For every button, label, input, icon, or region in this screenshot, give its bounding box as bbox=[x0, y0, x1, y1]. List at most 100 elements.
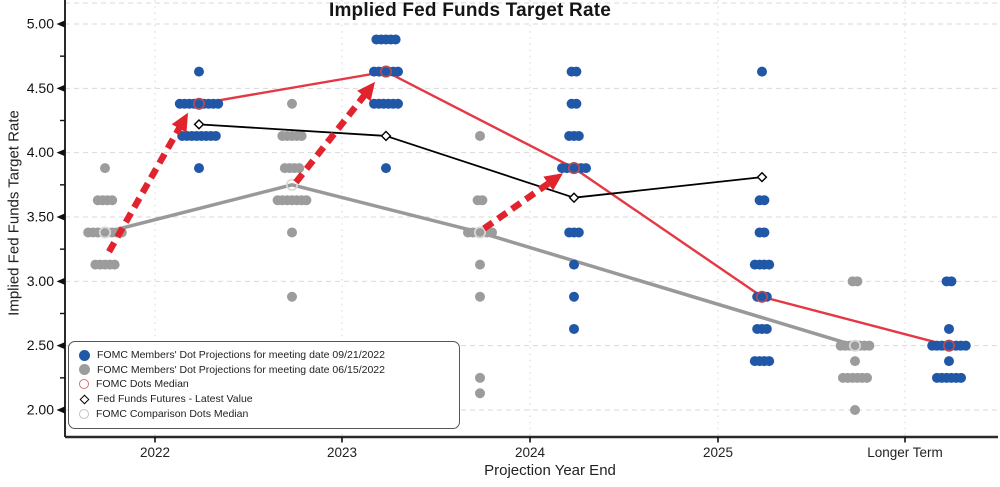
legend-label: FOMC Comparison Dots Median bbox=[96, 407, 249, 420]
trend-arrow-shaft bbox=[293, 91, 369, 185]
y-tick-label: 2.00 bbox=[27, 401, 54, 417]
projection-dot-0615 bbox=[852, 276, 863, 287]
x-tick-label: 2023 bbox=[327, 445, 357, 460]
comparison-median-marker bbox=[473, 226, 487, 239]
y-tick-label: 3.00 bbox=[27, 273, 54, 289]
projection-dot-0615 bbox=[296, 130, 307, 141]
futures-diamond-marker bbox=[380, 130, 392, 142]
projection-dot-0615 bbox=[864, 340, 875, 351]
legend-row: Fed Funds Futures - Latest Value bbox=[79, 392, 451, 407]
projection-dot-0615 bbox=[477, 195, 488, 206]
legend-open-diamond-icon bbox=[79, 394, 90, 405]
legend-filled-circle-icon bbox=[79, 364, 90, 376]
median-line bbox=[198, 70, 950, 347]
projection-dot-0921 bbox=[956, 372, 966, 383]
x-tick-label: 2022 bbox=[140, 445, 170, 460]
projection-dot-0921 bbox=[764, 356, 775, 367]
projection-dot-0921 bbox=[569, 291, 579, 302]
legend-row: FOMC Members' Dot Projections for meetin… bbox=[79, 348, 451, 363]
projection-dot-0921 bbox=[393, 98, 403, 109]
legend-row: FOMC Members' Dot Projections for meetin… bbox=[79, 363, 451, 378]
legend-filled-circle-icon bbox=[79, 349, 90, 361]
trend-arrow-head bbox=[357, 81, 375, 102]
projection-dot-0615 bbox=[475, 259, 485, 270]
projection-dot-0615 bbox=[475, 372, 485, 383]
projection-dot-0615 bbox=[475, 130, 485, 141]
projection-dot-0615 bbox=[287, 98, 297, 109]
projection-dot-0615 bbox=[862, 372, 872, 383]
projection-dot-0921 bbox=[757, 66, 767, 77]
median-marker bbox=[755, 290, 769, 303]
trend-arrow-shaft bbox=[482, 179, 553, 232]
median-marker bbox=[942, 339, 956, 352]
comparison-median-marker bbox=[848, 339, 862, 352]
y-major-tick bbox=[56, 149, 65, 157]
y-major-tick bbox=[56, 277, 65, 285]
legend-label: FOMC Members' Dot Projections for meetin… bbox=[97, 363, 385, 376]
projection-dot-0921 bbox=[571, 66, 582, 77]
projection-dot-0921 bbox=[569, 323, 579, 334]
projection-dot-0615 bbox=[475, 291, 485, 302]
projection-dot-0615 bbox=[475, 388, 485, 399]
projection-dot-0921 bbox=[759, 227, 770, 238]
y-tick-label: 4.00 bbox=[27, 144, 54, 160]
y-tick-label: 3.50 bbox=[27, 208, 54, 224]
projection-dot-0615 bbox=[301, 195, 312, 206]
futures-diamond-marker bbox=[193, 118, 205, 130]
projection-dot-0921 bbox=[960, 340, 971, 351]
chart-title: Implied Fed Funds Target Rate bbox=[328, 0, 612, 21]
projection-dot-0921 bbox=[210, 130, 221, 141]
y-major-tick bbox=[56, 342, 65, 350]
comparison-median-line bbox=[104, 183, 856, 348]
x-tick-label: 2025 bbox=[703, 445, 733, 460]
projection-dot-0921 bbox=[573, 227, 584, 238]
trend-arrow-shaft bbox=[106, 124, 184, 254]
projection-dot-0921 bbox=[569, 259, 579, 270]
projection-dot-0921 bbox=[581, 163, 591, 174]
y-major-tick bbox=[56, 406, 65, 414]
legend-label: Fed Funds Futures - Latest Value bbox=[97, 393, 253, 406]
legend-row: FOMC Comparison Dots Median bbox=[79, 406, 451, 421]
legend-row: FOMC Dots Median bbox=[79, 377, 451, 392]
legend-open-circle-icon bbox=[79, 408, 89, 419]
y-major-tick bbox=[56, 213, 65, 221]
projection-dot-0921 bbox=[571, 98, 582, 109]
y-tick-label: 5.00 bbox=[27, 16, 54, 32]
projection-dot-0921 bbox=[573, 130, 584, 141]
projection-dot-0921 bbox=[944, 323, 954, 334]
projection-dot-0921 bbox=[764, 259, 775, 270]
legend-open-circle-icon bbox=[79, 379, 89, 390]
projection-dot-0921 bbox=[194, 163, 204, 174]
median-marker bbox=[567, 162, 581, 175]
legend-label: FOMC Members' Dot Projections for meetin… bbox=[97, 349, 385, 362]
y-tick-label: 2.50 bbox=[27, 337, 54, 353]
y-major-tick bbox=[56, 84, 65, 92]
futures-diamond-marker bbox=[568, 192, 580, 204]
legend-box: FOMC Members' Dot Projections for meetin… bbox=[68, 341, 460, 429]
projection-dot-0921 bbox=[381, 163, 391, 174]
comparison-median-marker bbox=[285, 178, 299, 191]
projection-dot-0615 bbox=[850, 404, 860, 415]
projection-dot-0615 bbox=[100, 163, 110, 174]
projection-dot-0921 bbox=[946, 276, 957, 287]
projection-dot-0921 bbox=[194, 66, 204, 77]
projection-dot-0615 bbox=[287, 291, 297, 302]
projection-dot-0921 bbox=[761, 323, 772, 334]
y-axis-title: Implied Fed Funds Target Rate bbox=[5, 110, 23, 316]
x-axis-title: Projection Year End bbox=[484, 462, 616, 479]
futures-diamond-marker bbox=[756, 171, 768, 183]
projection-dot-0921 bbox=[759, 195, 770, 206]
median-marker bbox=[192, 97, 206, 110]
trend-arrow-head bbox=[171, 112, 188, 133]
projection-dot-0921 bbox=[393, 66, 403, 77]
projection-dot-0615 bbox=[107, 195, 118, 206]
projection-dot-0615 bbox=[487, 227, 497, 238]
futures-line bbox=[198, 123, 763, 199]
projection-dot-0921 bbox=[213, 98, 224, 109]
y-major-tick bbox=[56, 20, 65, 28]
projection-dot-0921 bbox=[944, 356, 954, 367]
projection-dot-0921 bbox=[390, 34, 401, 45]
median-marker bbox=[379, 65, 393, 78]
